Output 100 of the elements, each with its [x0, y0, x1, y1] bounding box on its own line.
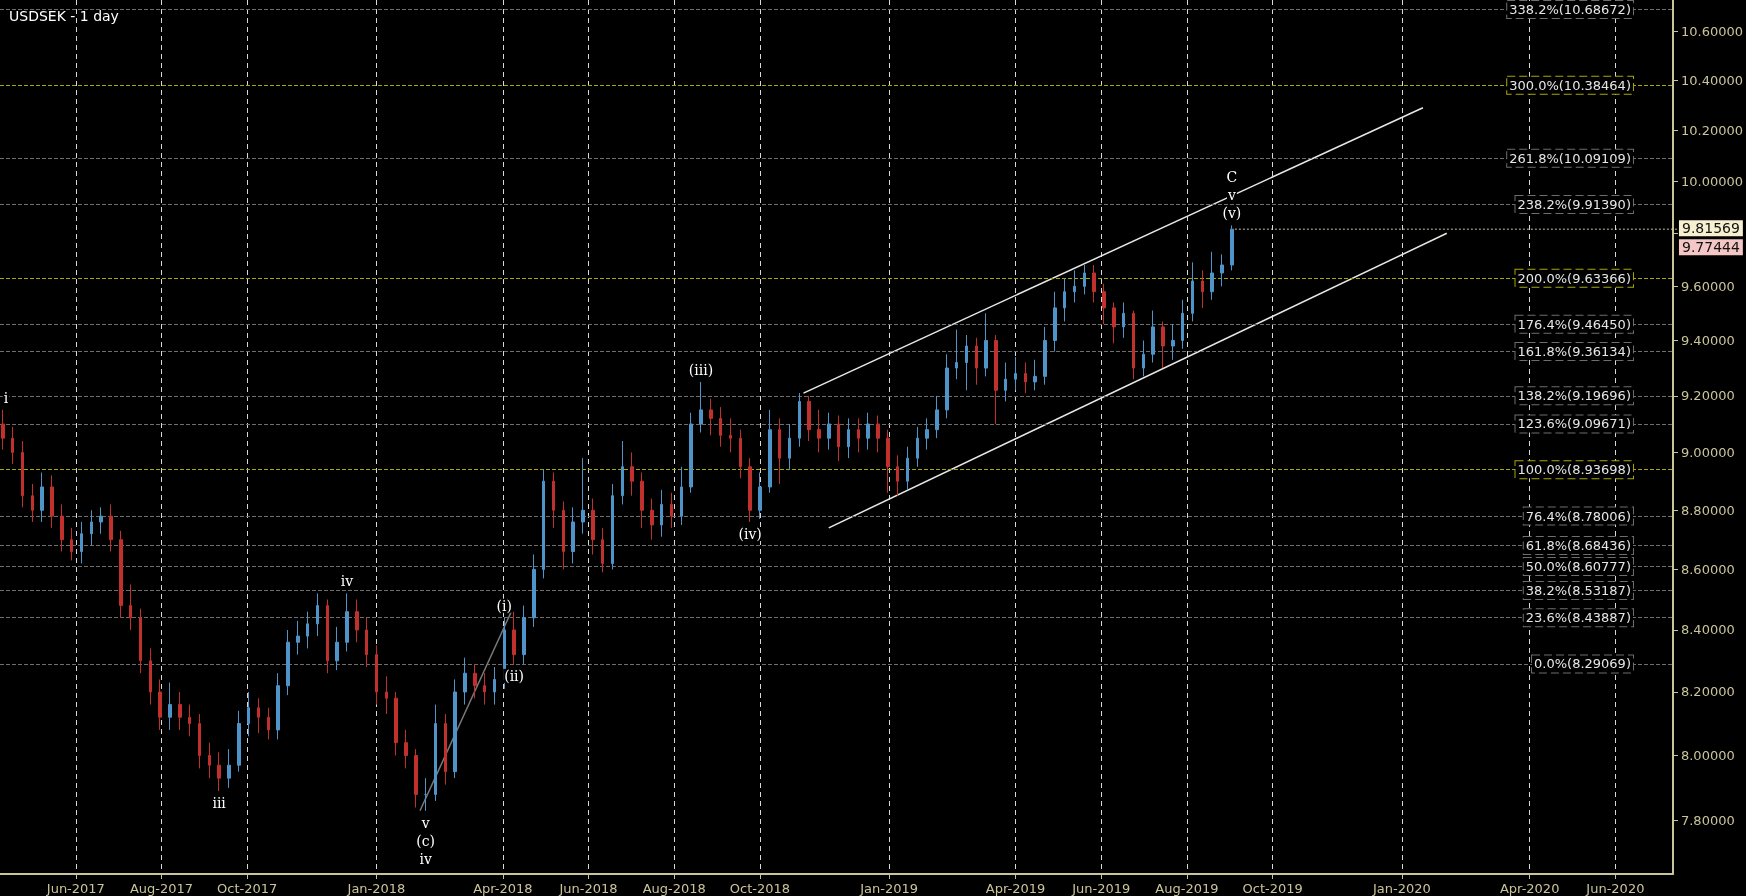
candlestick	[906, 446, 909, 491]
candlestick	[1171, 323, 1175, 361]
candlestick	[158, 678, 162, 731]
y-tick-label: 10.00000	[1680, 173, 1743, 189]
candlestick	[876, 415, 880, 453]
x-tick-label: Oct-2019	[1242, 881, 1303, 896]
candlestick	[630, 451, 634, 497]
candlestick	[188, 704, 191, 737]
x-tick-label: Apr-2018	[473, 881, 533, 896]
candlestick	[21, 440, 24, 508]
candlestick	[335, 626, 339, 671]
candlestick	[670, 492, 673, 529]
candlestick	[640, 472, 644, 529]
candlestick	[758, 472, 762, 520]
x-tick-label: Jun-2020	[1585, 881, 1645, 896]
annotation: (v)	[1222, 205, 1242, 222]
ref-line-label: 338.2%(10.68672)	[1509, 2, 1631, 18]
candlestick	[532, 554, 536, 628]
candlestick	[866, 412, 870, 451]
candlestick	[768, 409, 772, 494]
annotation: v	[1226, 187, 1236, 204]
candlestick	[1151, 310, 1155, 364]
candlestick	[375, 644, 378, 706]
candlestick	[316, 592, 319, 637]
candlestick	[473, 663, 477, 699]
x-tick-label: Aug-2018	[642, 881, 706, 896]
candlestick	[562, 501, 565, 570]
candlestick	[522, 605, 526, 665]
x-tick-label: Jun-2018	[558, 881, 618, 896]
candlestick	[237, 710, 241, 773]
candlestick	[247, 691, 250, 737]
candlestick	[571, 506, 575, 564]
candlestick	[709, 398, 713, 436]
ref-line-label: 61.8%(8.68436)	[1525, 538, 1631, 554]
annotation: (i)	[496, 597, 512, 614]
y-tick-label: 9.00000	[1680, 444, 1735, 460]
candlestick	[739, 429, 742, 479]
x-tick-label: Jan-2019	[859, 881, 919, 896]
candlestick	[1122, 301, 1125, 339]
candlestick	[837, 415, 840, 462]
candlestick	[945, 353, 949, 419]
ref-line-label: 300.0%(10.38464)	[1509, 77, 1631, 93]
x-tick-label: Apr-2019	[985, 881, 1046, 896]
ref-line-label: 123.6%(9.09671)	[1517, 416, 1631, 432]
x-tick-label: Jun-2017	[45, 881, 105, 896]
candlestick	[1073, 269, 1076, 303]
candlestick	[689, 412, 693, 494]
candlestick	[424, 777, 427, 812]
candlestick	[1033, 359, 1037, 391]
candlestick	[611, 483, 614, 570]
y-tick-label: 9.20000	[1680, 388, 1735, 404]
candlestick	[99, 506, 103, 535]
candlestick	[40, 472, 44, 523]
annotation: iii	[212, 795, 227, 812]
candlestick	[434, 704, 437, 802]
candlestick	[857, 417, 860, 453]
y-tick-label: 10.60000	[1680, 23, 1743, 39]
candlestick	[365, 617, 368, 668]
annotation: v	[420, 814, 430, 831]
candlestick	[139, 608, 142, 674]
y-tick-label: 8.40000	[1680, 622, 1735, 638]
text: 9.77444	[1681, 239, 1740, 256]
candlestick	[109, 503, 113, 553]
x-tick-label: Aug-2019	[1155, 881, 1219, 896]
candlestick	[404, 729, 408, 769]
candlestick	[896, 454, 899, 497]
candlestick	[80, 521, 83, 564]
candlestick	[1004, 362, 1007, 402]
candlestick	[827, 412, 831, 451]
candlestick	[1, 409, 5, 451]
candlestick	[1210, 251, 1214, 301]
candlestick	[31, 483, 34, 523]
candlestick	[149, 647, 152, 706]
candlestick	[198, 713, 201, 769]
candlestick	[483, 672, 486, 706]
ref-line-label: 138.2%(9.19696)	[1517, 388, 1631, 404]
candlestick	[1191, 261, 1194, 322]
candlestick	[1181, 299, 1184, 350]
candlestick	[1092, 264, 1096, 303]
candlestick	[699, 381, 703, 433]
ref-line-label: 50.0%(8.60777)	[1525, 558, 1631, 574]
candlestick	[90, 509, 93, 547]
candlestick	[984, 312, 988, 377]
x-tick-label: Oct-2017	[217, 881, 278, 896]
y-tick-label: 8.20000	[1680, 684, 1735, 700]
ref-line-label: 0.0%(8.29069)	[1534, 656, 1631, 672]
annotation: 9.81569	[1681, 220, 1740, 237]
candlestick	[227, 748, 231, 789]
candlestick	[807, 395, 811, 442]
candlestick	[208, 742, 211, 779]
candlestick	[257, 697, 260, 734]
y-tick-label: 8.60000	[1680, 561, 1735, 577]
candlestick	[1142, 340, 1145, 377]
candlestick	[306, 611, 309, 649]
candlestick	[444, 713, 447, 786]
text: USDSEK - 1 day	[9, 8, 119, 24]
candlestick	[1112, 301, 1116, 344]
annotation: (c)	[416, 832, 435, 849]
candlestick	[1161, 320, 1165, 369]
x-tick-label: Oct-2018	[729, 881, 791, 896]
